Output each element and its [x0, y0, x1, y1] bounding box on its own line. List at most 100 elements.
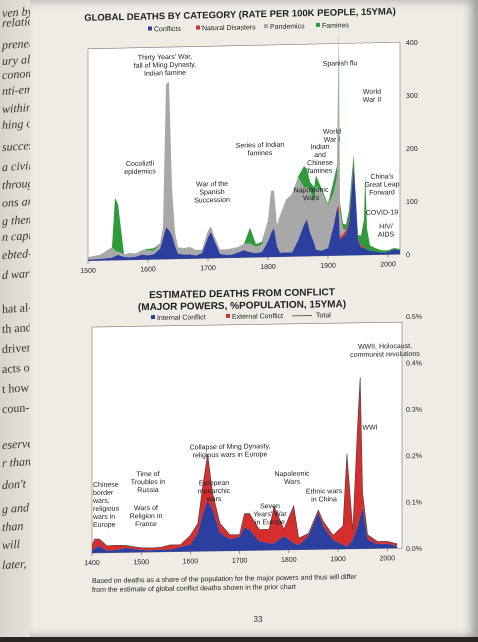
chart1-annotation: China's — [370, 173, 394, 180]
chart1-annotation: fall of Ming Dynasty, — [134, 62, 197, 70]
chart2-subtitle: (MAJOR POWERS, %POPULATION, 15YMA) — [138, 299, 346, 313]
chart2-annotation: Troubles in — [131, 479, 165, 487]
chart2-annotation: Years' War — [253, 511, 287, 519]
chart1-annotation: War I — [324, 137, 341, 144]
chart1-annotation: World — [363, 89, 381, 96]
chart1-annotation: HIV/ — [379, 223, 393, 230]
chart2-ytick-label: 0.2% — [406, 453, 422, 460]
chart2-legend-label: Internal Conflict — [157, 314, 206, 322]
chart1-legend-swatch — [316, 23, 320, 27]
chart2-annotation: wars, — [92, 498, 110, 505]
chart1-ytick-label: 200 — [406, 146, 418, 153]
chart1-legend-swatch — [196, 25, 200, 29]
chart2-annotation: Ethnic wars — [306, 488, 343, 496]
chart2-ytick-label: 0.1% — [406, 499, 422, 506]
chart1-annotation: Chinese — [307, 160, 333, 168]
chart2-ytick-label: 0.3% — [406, 407, 422, 414]
chart2-annotation: in Europe — [255, 519, 285, 526]
chart2-annotation: Chinese — [93, 482, 119, 489]
chart2-annotation: religious — [93, 506, 120, 513]
chart1-annotation: Wars — [303, 195, 320, 202]
chart1-title: GLOBAL DEATHS BY CATEGORY (RATE PER 100K… — [84, 6, 396, 24]
chart1-xtick-label: 1700 — [200, 265, 216, 272]
chart1-ytick-label: 0 — [406, 252, 410, 259]
chart2-annotation: Time of — [136, 471, 159, 478]
chart1-annotation: Succession — [194, 197, 230, 205]
chart1-annotation: Great Leap — [364, 181, 399, 189]
chart2-annotation: WWII, Holocaust, — [358, 343, 412, 351]
chart2-annotation: Europe — [93, 522, 116, 529]
chart2-annotation: Collapse of Ming Dynasty, — [190, 443, 271, 451]
chart1-ytick-label: 400 — [406, 40, 418, 47]
chart1-annotation: Thirty Years' War, — [138, 54, 192, 62]
chart2-annotation: Napoleonic — [274, 471, 310, 479]
chart1-group: GLOBAL DEATHS BY CATEGORY (RATE PER 100K… — [80, 6, 418, 275]
chart2-annotation: wars in — [92, 514, 115, 521]
chart1-annotation: AIDS — [378, 231, 395, 238]
chart1-legend-swatch — [264, 24, 268, 28]
chart2-annotation: wars — [206, 496, 222, 503]
chart1-annotation: Napoleonic — [293, 187, 329, 195]
chart1-ytick-label: 100 — [406, 199, 418, 206]
chart1-annotation: Indian famine — [144, 70, 186, 78]
chart2-legend-label: Total — [316, 312, 331, 319]
chart1-annotation: Indian — [310, 144, 329, 151]
chart1-xtick-label: 1800 — [260, 264, 276, 271]
chart1-annotation: War II — [363, 97, 381, 104]
page-figures: GLOBAL DEATHS BY CATEGORY (RATE PER 100K… — [30, 0, 478, 637]
chart1-annotation: epidemics — [124, 168, 156, 176]
chart1-legend-label: Famines — [322, 22, 349, 30]
chart2-annotation: border — [93, 490, 114, 497]
chart2-footnote: from the estimate of global conflict dea… — [92, 584, 296, 594]
chart1-annotation: famines — [248, 150, 273, 158]
chart1-annotation: World — [323, 128, 341, 135]
chart2-annotation: Russia — [137, 487, 159, 494]
chart1-annotation: Spanish — [199, 189, 224, 197]
chart2-xtick-label: 1500 — [133, 559, 149, 566]
chart2-legend-swatch — [151, 315, 155, 319]
chart2-xtick-label: 1700 — [232, 558, 248, 565]
chart1-xtick-label: 1500 — [80, 268, 96, 275]
chart2-xtick-label: 1400 — [84, 560, 100, 567]
chart1-annotation: Cocoliztli — [126, 160, 154, 168]
chart2-group: ESTIMATED DEATHS FROM CONFLICT(MAJOR POW… — [84, 286, 422, 594]
chart1-legend-label: Natural Disasters — [202, 24, 256, 32]
chart2-xtick-label: 1900 — [330, 556, 346, 563]
chart1-legend-swatch — [148, 26, 152, 30]
chart1-annotation: and — [314, 152, 326, 159]
chart2-legend-label: External Conflict — [232, 313, 283, 321]
chart2-annotation: Wars of — [134, 505, 158, 512]
chart1-annotation: Series of Indian — [236, 142, 285, 150]
chart1-legend-label: Pandemics — [270, 23, 305, 31]
chart1-ytick-label: 300 — [406, 93, 418, 100]
chart2-annotation: monarchic — [198, 488, 231, 496]
chart2-annotation: European — [199, 480, 229, 487]
chart1-xtick-label: 1600 — [140, 266, 156, 273]
chart2-annotation: France — [135, 521, 157, 528]
chart1-annotation: Spanish flu — [323, 60, 358, 68]
chart2-xtick-label: 1600 — [183, 558, 199, 565]
chart2-xtick-label: 1800 — [281, 557, 297, 564]
chart2-footnote: Based on deaths as a share of the popula… — [92, 574, 357, 585]
chart1-xtick-label: 2000 — [380, 261, 396, 268]
chart2-annotation: WWI — [362, 425, 377, 432]
chart1-annotation: COVID-19 — [366, 209, 398, 217]
chart2-ytick-label: 0.5% — [406, 314, 422, 321]
page-number: 33 — [254, 615, 263, 624]
chart2-xtick-label: 2000 — [379, 555, 395, 562]
chart2-ytick-label: 0.4% — [406, 360, 422, 367]
chart2-annotation: in China — [311, 496, 337, 503]
chart1-xtick-label: 1900 — [320, 263, 336, 270]
chart1-annotation: War of the — [196, 181, 228, 189]
chart2-annotation: Seven — [260, 503, 280, 510]
chart2-legend-swatch — [226, 314, 230, 318]
chart2-ytick-label: 0.0% — [406, 546, 422, 553]
chart1-legend-label: Conflicts — [154, 26, 181, 34]
book-page: GLOBAL DEATHS BY CATEGORY (RATE PER 100K… — [30, 0, 478, 637]
chart2-annotation: Religion in — [130, 513, 163, 521]
chart2-annotation: Wars — [284, 479, 301, 486]
chart2-annotation: religious wars in Europe — [193, 451, 268, 459]
chart1-annotation: Forward — [369, 189, 395, 197]
chart2-annotation: communist revolutions — [350, 351, 420, 359]
chart1-annotation: famines — [308, 168, 333, 176]
